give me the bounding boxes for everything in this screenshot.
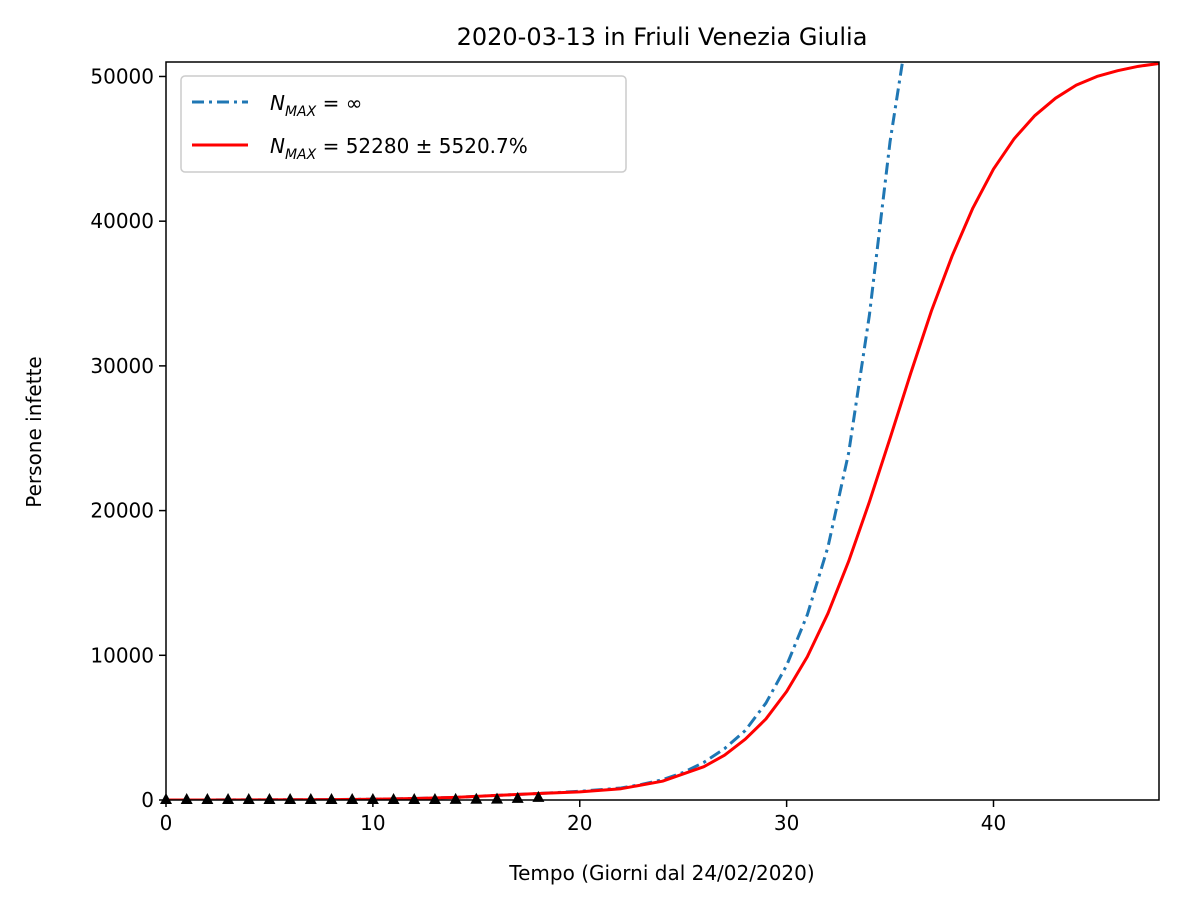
data-point xyxy=(408,793,421,804)
series-line-1 xyxy=(166,62,1159,800)
y-tick-label: 0 xyxy=(141,788,154,812)
legend-box xyxy=(180,75,627,173)
data-point xyxy=(242,793,255,804)
data-point xyxy=(304,793,317,804)
legend-entry: NMAX = ∞ xyxy=(270,91,362,120)
y-tick-label: 50000 xyxy=(90,64,154,88)
y-axis: 0 10000 20000 30000 40000 50000 xyxy=(90,64,166,812)
data-point xyxy=(201,793,214,804)
data-point xyxy=(449,792,462,804)
plot-frame xyxy=(165,61,1160,801)
y-tick-label: 10000 xyxy=(90,643,154,667)
legend-entry: NMAX = 52280 ± 5520.7% xyxy=(270,134,528,163)
y-axis-label: Persone infette xyxy=(22,356,46,507)
data-point xyxy=(325,793,338,804)
data-point xyxy=(180,793,193,804)
x-axis: 0 10 20 30 40 xyxy=(160,800,1006,835)
x-tick-label: 30 xyxy=(774,811,799,835)
x-tick-label: 0 xyxy=(160,811,173,835)
data-point xyxy=(366,793,379,804)
y-tick-label: 20000 xyxy=(90,499,154,523)
data-point xyxy=(532,790,545,802)
legend: NMAX = ∞ NMAX = 52280 ± 5520.7% xyxy=(180,75,627,173)
data-point xyxy=(263,793,276,804)
y-tick-label: 40000 xyxy=(90,209,154,233)
x-tick-label: 10 xyxy=(360,811,385,835)
x-tick-label: 40 xyxy=(981,811,1006,835)
x-axis-label: Tempo (Giorni dal 24/02/2020) xyxy=(508,861,814,885)
data-point xyxy=(387,793,400,804)
data-point xyxy=(222,793,235,804)
chart-title: 2020-03-13 in Friuli Venezia Giulia xyxy=(457,23,868,51)
data-point xyxy=(470,792,483,804)
series-line-0 xyxy=(166,62,904,800)
plot-lines xyxy=(166,62,1159,800)
data-point xyxy=(491,792,503,804)
data-markers xyxy=(160,790,545,804)
y-tick-label: 30000 xyxy=(90,354,154,378)
x-tick-label: 20 xyxy=(567,811,592,835)
data-point xyxy=(428,793,441,804)
data-point xyxy=(284,793,297,804)
data-point xyxy=(346,793,359,804)
